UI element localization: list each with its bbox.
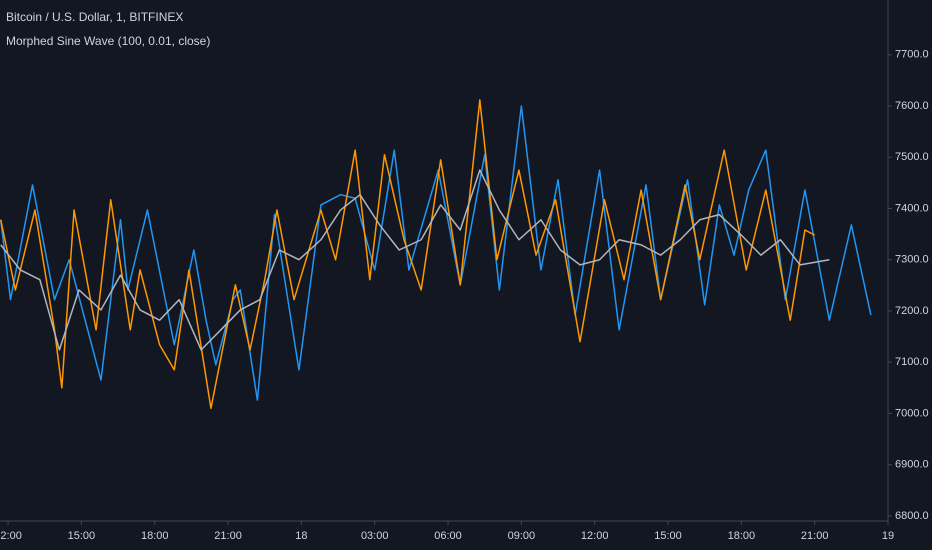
x-tick-label: 12:00 <box>581 530 609 542</box>
x-tick-label: 21:00 <box>214 530 242 542</box>
y-tick-label: 7000.0 <box>895 407 929 419</box>
x-tick-label: 06:00 <box>434 530 462 542</box>
x-tick-label: 18 <box>295 530 307 542</box>
y-tick-label: 7400.0 <box>895 202 929 214</box>
y-tick-label: 6800.0 <box>895 510 929 522</box>
series-line <box>0 105 872 401</box>
y-tick-label: 7600.0 <box>895 100 929 112</box>
x-tick-label: 18:00 <box>141 530 169 542</box>
x-tick-label: 15:00 <box>654 530 682 542</box>
chart-title: Bitcoin / U.S. Dollar, 1, BITFINEX <box>6 10 183 24</box>
x-tick-label: 09:00 <box>508 530 536 542</box>
x-tick-label: 03:00 <box>361 530 389 542</box>
y-tick-label: 7300.0 <box>895 254 929 266</box>
x-tick-label: 12:00 <box>0 530 22 542</box>
x-tick-label: 19 <box>882 530 894 542</box>
y-tick-label: 7200.0 <box>895 305 929 317</box>
indicator-label: Morphed Sine Wave (100, 0.01, close) <box>6 34 210 48</box>
series-line <box>0 169 830 351</box>
y-tick-label: 7100.0 <box>895 356 929 368</box>
x-tick-label: 15:00 <box>68 530 96 542</box>
y-tick-label: 7500.0 <box>895 151 929 163</box>
y-tick-label: 6900.0 <box>895 459 929 471</box>
x-tick-label: 18:00 <box>728 530 756 542</box>
x-tick-label: 21:00 <box>801 530 829 542</box>
plot-area <box>0 99 872 410</box>
y-tick-label: 7700.0 <box>895 49 929 61</box>
series-line <box>0 99 816 410</box>
